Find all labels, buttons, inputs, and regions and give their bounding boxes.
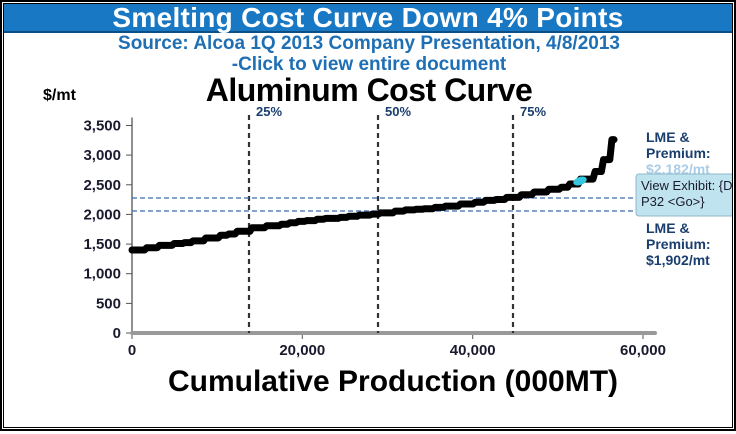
svg-text:LME &: LME &	[646, 220, 690, 236]
svg-text:$/mt: $/mt	[43, 87, 77, 104]
svg-text:40,000: 40,000	[450, 342, 496, 359]
svg-text:LME &: LME &	[646, 129, 690, 145]
svg-text:3,500: 3,500	[83, 118, 121, 135]
svg-text:1,000: 1,000	[83, 266, 121, 283]
svg-text:0: 0	[128, 342, 136, 359]
svg-text:25%: 25%	[256, 104, 282, 119]
svg-text:1,500: 1,500	[83, 236, 121, 253]
svg-text:3,000: 3,000	[83, 147, 121, 164]
svg-text:Premium:: Premium:	[646, 236, 711, 252]
svg-text:20,000: 20,000	[279, 342, 325, 359]
svg-text:500: 500	[96, 295, 121, 312]
svg-text:50%: 50%	[385, 104, 411, 119]
svg-text:Premium:: Premium:	[646, 145, 711, 161]
svg-text:75%: 75%	[520, 104, 546, 119]
svg-text:Cumulative Production (000MT): Cumulative Production (000MT)	[168, 365, 618, 398]
svg-text:2,500: 2,500	[83, 177, 121, 194]
svg-text:0: 0	[113, 325, 121, 342]
svg-text:P32 <Go>}: P32 <Go>}	[641, 194, 705, 209]
svg-text:View Exhibit: {D: View Exhibit: {D	[641, 178, 733, 193]
svg-text:2,000: 2,000	[83, 206, 121, 223]
svg-text:60,000: 60,000	[620, 342, 666, 359]
svg-text:$1,902/mt: $1,902/mt	[646, 252, 710, 268]
